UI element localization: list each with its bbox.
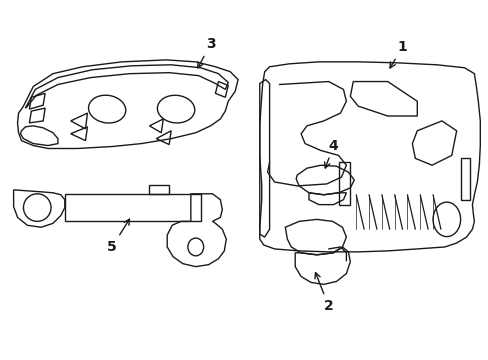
Text: 3: 3 — [198, 37, 215, 68]
Text: 2: 2 — [314, 273, 333, 313]
Text: 5: 5 — [107, 219, 129, 254]
Text: 4: 4 — [324, 139, 338, 168]
Text: 1: 1 — [389, 40, 407, 68]
